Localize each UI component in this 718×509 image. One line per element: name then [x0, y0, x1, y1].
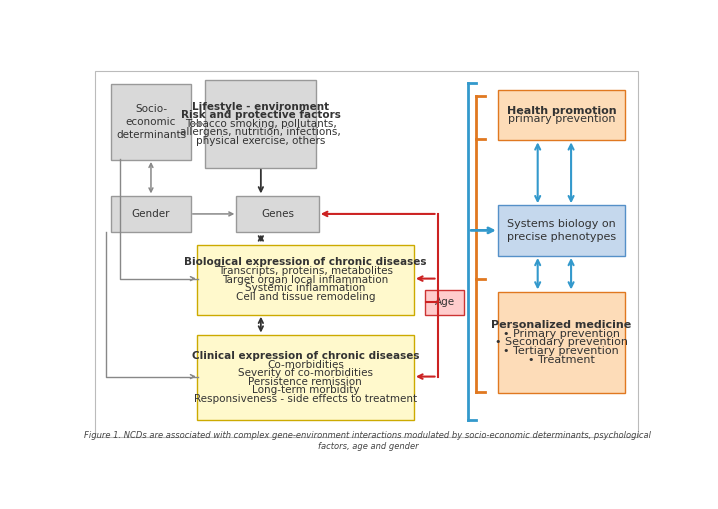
Text: Biological expression of chronic diseases: Biological expression of chronic disease…	[184, 258, 426, 267]
FancyBboxPatch shape	[205, 80, 316, 167]
FancyBboxPatch shape	[425, 290, 464, 315]
Text: Clinical expression of chronic diseases: Clinical expression of chronic diseases	[192, 351, 419, 361]
Text: Co-morbidities: Co-morbidities	[267, 360, 344, 370]
Text: • Secondary prevention: • Secondary prevention	[495, 337, 628, 347]
Text: Age: Age	[434, 297, 454, 307]
Text: Risk and protective factors: Risk and protective factors	[181, 110, 341, 120]
Text: Target organ local inflammation: Target organ local inflammation	[223, 274, 388, 285]
FancyBboxPatch shape	[197, 334, 414, 420]
Text: Genes: Genes	[261, 209, 294, 219]
FancyBboxPatch shape	[111, 195, 191, 232]
Text: allergens, nutrition, infections,: allergens, nutrition, infections,	[180, 127, 341, 137]
Text: Transcripts, proteins, metabolites: Transcripts, proteins, metabolites	[218, 266, 393, 276]
Text: Health promotion: Health promotion	[506, 106, 616, 116]
Text: Persistence remission: Persistence remission	[248, 377, 363, 387]
FancyBboxPatch shape	[236, 195, 319, 232]
Text: Severity of co-morbidities: Severity of co-morbidities	[238, 368, 373, 378]
Text: Cell and tissue remodeling: Cell and tissue remodeling	[236, 292, 375, 302]
Text: • Tertiary prevention: • Tertiary prevention	[503, 346, 619, 356]
Text: physical exercise, others: physical exercise, others	[196, 136, 325, 146]
Text: Tobacco smoking, pollutants,: Tobacco smoking, pollutants,	[185, 119, 337, 129]
Text: primary prevention: primary prevention	[508, 115, 615, 124]
Text: Lifestyle - environment: Lifestyle - environment	[192, 101, 330, 111]
Text: Socio-
economic
determinants: Socio- economic determinants	[116, 104, 186, 140]
Text: Long-term morbidity: Long-term morbidity	[251, 385, 359, 395]
Text: Systems biology on
precise phenotypes: Systems biology on precise phenotypes	[507, 219, 616, 242]
Text: • Treatment: • Treatment	[528, 355, 595, 364]
Text: Gender: Gender	[131, 209, 170, 219]
FancyBboxPatch shape	[498, 292, 625, 393]
Text: Personalized medicine: Personalized medicine	[491, 320, 631, 330]
Text: Responsiveness - side effects to treatment: Responsiveness - side effects to treatme…	[194, 394, 417, 404]
FancyBboxPatch shape	[111, 84, 191, 160]
Text: Systemic inflammation: Systemic inflammation	[245, 283, 365, 293]
FancyBboxPatch shape	[498, 90, 625, 140]
Text: • Primary prevention: • Primary prevention	[503, 329, 620, 338]
FancyBboxPatch shape	[498, 205, 625, 256]
Text: Figure 1. NCDs are associated with complex gene-environment interactions modulat: Figure 1. NCDs are associated with compl…	[85, 431, 651, 451]
FancyBboxPatch shape	[197, 244, 414, 315]
